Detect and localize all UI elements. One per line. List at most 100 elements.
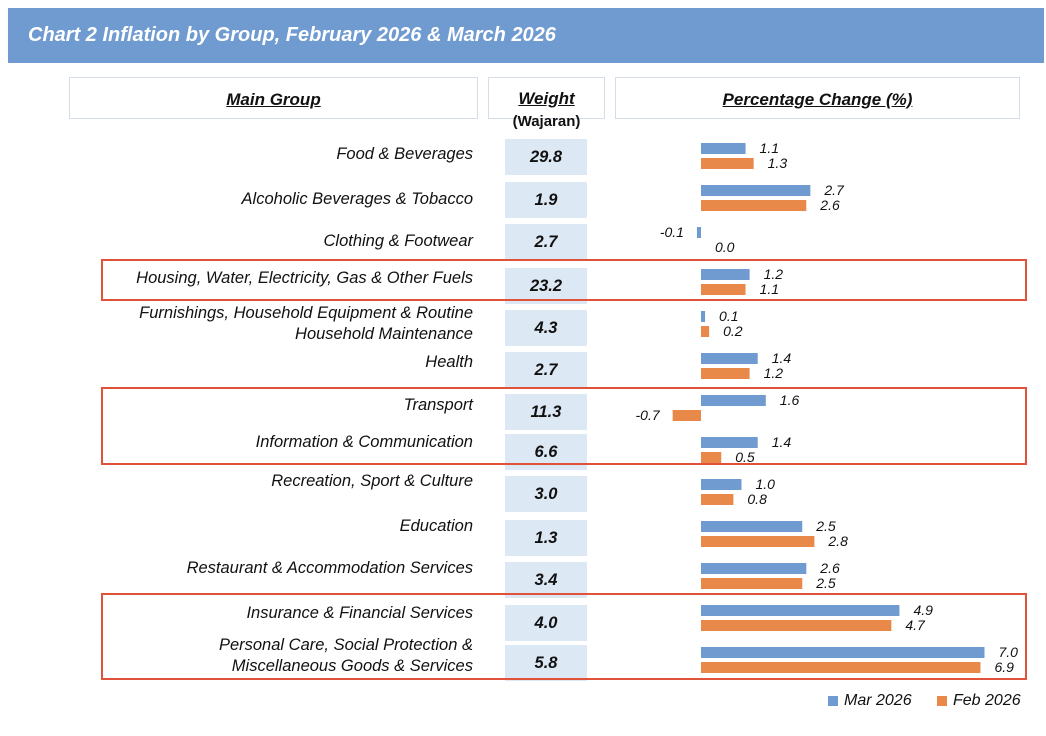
group-label: Personal Care, Social Protection & Miscel… bbox=[53, 635, 473, 677]
group-label: Clothing & Footwear bbox=[53, 231, 474, 252]
group-label: Insurance & Financial Services bbox=[53, 603, 473, 624]
data-label-mar: 2.5 bbox=[815, 518, 836, 534]
group-label-line: Food & Beverages bbox=[336, 145, 473, 163]
legend-label-feb: Feb 2026 bbox=[953, 692, 1021, 709]
weight-value: 29.8 bbox=[505, 139, 587, 175]
data-label-feb: 0.0 bbox=[715, 239, 735, 255]
header-box-group bbox=[69, 77, 478, 119]
legend-label-mar: Mar 2026 bbox=[844, 692, 912, 709]
data-label-feb: 1.2 bbox=[764, 365, 784, 381]
group-label-line: Health bbox=[425, 353, 473, 371]
group-label-line: Alcoholic Beverages & Tobacco bbox=[241, 190, 473, 208]
bar-feb bbox=[701, 578, 803, 589]
bar-feb bbox=[701, 158, 754, 169]
group-label: Recreation, Sport & Culture bbox=[53, 471, 473, 492]
header-percentage-change: Percentage Change (%) bbox=[722, 90, 913, 109]
bar-mar bbox=[701, 605, 900, 616]
group-label: Education bbox=[53, 516, 473, 537]
data-label-feb: -0.7 bbox=[636, 407, 661, 423]
data-label-feb: 1.1 bbox=[760, 281, 779, 297]
weight-value: 2.7 bbox=[505, 352, 587, 388]
chart-title: Chart 2 Inflation by Group, February 202… bbox=[28, 24, 556, 46]
bar-mar bbox=[701, 563, 807, 574]
weight-value: 4.3 bbox=[505, 310, 587, 346]
weight-value: 4.0 bbox=[505, 605, 587, 641]
data-label-feb: 2.6 bbox=[819, 197, 840, 213]
group-label-line: Recreation, Sport & Culture bbox=[271, 472, 473, 490]
header-box-weight bbox=[488, 77, 605, 119]
data-label-feb: 6.9 bbox=[994, 659, 1014, 675]
bar-mar bbox=[701, 437, 758, 448]
group-label-line: Miscellaneous Goods & Services bbox=[231, 657, 473, 675]
bar-feb bbox=[701, 494, 734, 505]
group-label: Restaurant & Accommodation Services bbox=[53, 558, 473, 579]
bar-mar bbox=[701, 185, 811, 196]
group-label: Information & Communication bbox=[53, 432, 473, 453]
weight-value: 5.8 bbox=[505, 645, 587, 681]
header-weight: Weight bbox=[518, 89, 575, 108]
group-label: Health bbox=[53, 352, 473, 373]
bar-feb bbox=[701, 326, 710, 337]
data-label-mar: 1.4 bbox=[772, 350, 792, 366]
data-label-mar: -0.1 bbox=[660, 224, 684, 240]
group-label-line: Housing, Water, Electricity, Gas & Other… bbox=[136, 269, 473, 287]
group-label-line: Household Maintenance bbox=[295, 325, 473, 343]
group-label-line: Restaurant & Accommodation Services bbox=[186, 559, 473, 577]
bar-mar bbox=[701, 311, 706, 322]
legend-item-feb: Feb 2026 bbox=[937, 692, 1021, 710]
bar-feb bbox=[672, 410, 701, 421]
title-bar: Chart 2 Inflation by Group, February 202… bbox=[8, 8, 1044, 63]
data-label-feb: 2.8 bbox=[827, 533, 848, 549]
weight-value: 11.3 bbox=[505, 394, 587, 430]
data-label-mar: 4.9 bbox=[913, 602, 933, 618]
group-label-line: Information & Communication bbox=[255, 433, 473, 451]
header-weight-sub: (Wajaran) bbox=[512, 113, 581, 130]
header-box-change bbox=[615, 77, 1020, 119]
bar-feb bbox=[701, 200, 807, 211]
highlight-box-1 bbox=[101, 259, 1027, 301]
data-label-mar: 1.4 bbox=[772, 434, 792, 450]
bar-mar bbox=[701, 647, 985, 658]
data-label-mar: 0.1 bbox=[719, 308, 738, 324]
data-label-mar: 1.2 bbox=[764, 266, 784, 282]
weight-value: 2.7 bbox=[505, 224, 587, 260]
bar-mar bbox=[701, 479, 742, 490]
highlight-box-3 bbox=[101, 593, 1027, 680]
bar-feb bbox=[701, 536, 815, 547]
bar-mar bbox=[696, 227, 701, 238]
bar-feb bbox=[701, 662, 981, 673]
bar-mar bbox=[701, 143, 746, 154]
weight-value: 3.0 bbox=[505, 476, 587, 512]
legend-item-mar: Mar 2026 bbox=[828, 692, 912, 710]
weight-value: 23.2 bbox=[505, 268, 587, 304]
legend-swatch-mar bbox=[828, 696, 838, 706]
bar-feb bbox=[701, 284, 746, 295]
bar-feb bbox=[701, 620, 892, 631]
weight-value: 1.3 bbox=[505, 520, 587, 556]
bar-mar bbox=[701, 353, 758, 364]
data-label-mar: 1.1 bbox=[760, 140, 779, 156]
group-label-line: Transport bbox=[403, 396, 473, 414]
data-label-mar: 2.6 bbox=[819, 560, 840, 576]
data-label-feb: 0.2 bbox=[723, 323, 743, 339]
data-label-feb: 4.7 bbox=[905, 617, 926, 633]
header-main-group: Main Group bbox=[226, 90, 321, 109]
bar-mar bbox=[701, 521, 803, 532]
group-label-line: Education bbox=[399, 517, 473, 535]
data-label-mar: 7.0 bbox=[999, 644, 1019, 660]
data-label-feb: 0.8 bbox=[747, 491, 767, 507]
bar-mar bbox=[701, 395, 766, 406]
data-label-mar: 1.0 bbox=[756, 476, 776, 492]
group-label: Food & Beverages bbox=[53, 144, 473, 165]
group-label-line: Clothing & Footwear bbox=[323, 232, 474, 250]
bar-feb bbox=[701, 368, 750, 379]
group-label-line: Furnishings, Household Equipment & Routi… bbox=[139, 304, 473, 322]
data-label-mar: 2.7 bbox=[823, 182, 845, 198]
bar-mar bbox=[701, 269, 750, 280]
group-label-line: Insurance & Financial Services bbox=[246, 604, 473, 622]
highlight-box-2 bbox=[101, 387, 1027, 465]
group-label: Housing, Water, Electricity, Gas & Other… bbox=[53, 268, 473, 289]
data-label-feb: 1.3 bbox=[768, 155, 788, 171]
group-label: Alcoholic Beverages & Tobacco bbox=[53, 189, 473, 210]
